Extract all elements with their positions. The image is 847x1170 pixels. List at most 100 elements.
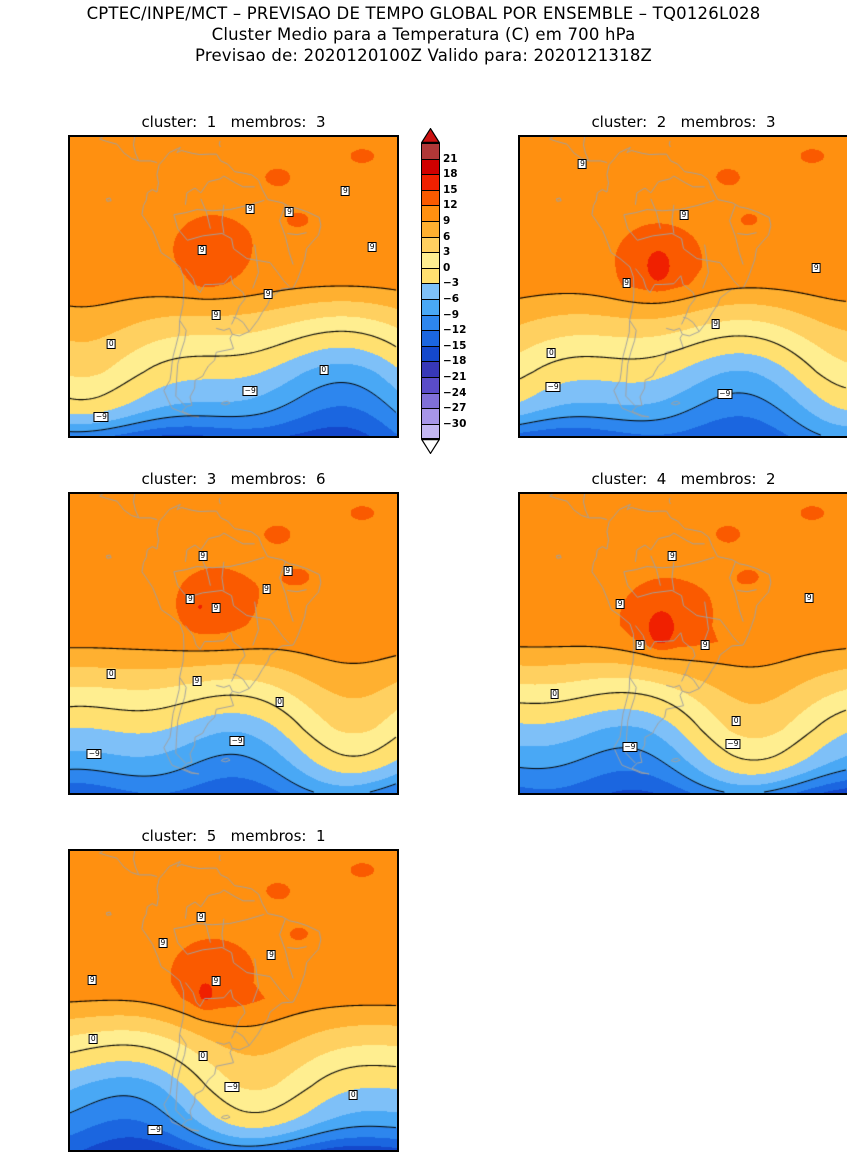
x-axis-tick: 60W [665, 436, 686, 438]
y-axis-tick: 15S [518, 253, 520, 263]
x-axis-tick: 90W [548, 793, 569, 795]
y-axis-tick: 45S [68, 374, 70, 384]
y-axis-tick: 35S [68, 1048, 70, 1058]
y-axis-tick: EQ [70, 911, 71, 913]
x-axis-tick: 50W [254, 793, 275, 795]
contour-label: 9 [87, 975, 97, 986]
colorbar-tick-label: 6 [443, 230, 451, 243]
x-axis-tick: 20W [371, 793, 392, 795]
y-axis-tick: 10N [518, 509, 520, 519]
x-axis-tick: 50W [254, 1150, 275, 1152]
y-axis-tick: 5N [70, 534, 71, 536]
temperature-field-cluster-4 [520, 494, 847, 793]
y-axis-tick: EQ [70, 197, 71, 199]
colorbar-extend-max-arrow [420, 127, 441, 143]
colorbar-tick-label: 0 [443, 261, 451, 274]
y-axis-tick: 20S [68, 987, 70, 997]
x-axis-tick: 40W [293, 436, 314, 438]
contour-label: 9 [679, 210, 689, 221]
y-axis-tick: 10N [518, 152, 520, 162]
x-axis-tick: 70W [626, 793, 647, 795]
contour-label: 9 [185, 594, 195, 605]
y-axis-tick: 5S [520, 574, 521, 576]
y-axis-tick: 40S [68, 354, 70, 364]
y-axis-tick: 15N [68, 492, 70, 499]
y-axis-tick: 55S [518, 415, 520, 425]
y-axis-tick: 45S [518, 374, 520, 384]
x-axis-tick: 70W [176, 436, 197, 438]
y-axis-tick: 20S [518, 273, 520, 283]
colorbar-tick-label: −18 [443, 355, 467, 368]
y-axis-tick: 25S [68, 1008, 70, 1018]
colorbar-band [421, 158, 440, 175]
y-axis-tick: 20S [68, 273, 70, 283]
x-axis-tick: 30W [332, 793, 353, 795]
cluster-panel-3: cluster: 3 membros: 6 9 9 9 9 9 0 9 0 −9 −9 15N 10N 5… [36, 470, 399, 813]
colorbar-band [421, 376, 440, 393]
colorbar-band [421, 345, 440, 362]
y-axis-tick: 10N [68, 152, 70, 162]
contour-label: 9 [197, 245, 207, 256]
y-axis-tick: 55S [68, 1129, 70, 1139]
panel-title-cluster-3: cluster: 3 membros: 6 [141, 470, 326, 488]
colorbar-band [421, 267, 440, 284]
contour-label: 9 [578, 158, 587, 169]
colorbar-band [421, 408, 440, 424]
x-axis-tick: 50W [254, 436, 275, 438]
x-axis-tick: 60W [215, 793, 236, 795]
colorbar-band [421, 236, 440, 253]
y-axis-tick: 40S [68, 711, 70, 721]
plot-area-cluster-1: 9 9 9 9 9 9 9 0 0 −9 −9 15N 10N 5N EQ 5S 10S 15S 20S 25S 30S… [68, 135, 399, 438]
contour-label: 9 [711, 318, 720, 329]
colorbar-band [421, 298, 440, 315]
contour-label: 9 [622, 278, 632, 289]
contour-label: 9 [263, 288, 273, 299]
header-line-1: CPTEC/INPE/MCT – PREVISAO DE TEMPO GLOBA… [86, 4, 761, 23]
colorbar-band [421, 252, 440, 268]
x-axis-tick: 100W [518, 436, 534, 438]
contour-label: −9 [717, 388, 733, 399]
contour-label: −9 [622, 741, 638, 752]
colorbar-band [421, 361, 440, 377]
x-axis-tick: 60W [665, 793, 686, 795]
y-axis-tick: 30S [68, 1028, 70, 1038]
contour-label: −9 [545, 381, 561, 392]
x-axis-tick: 30W [332, 1150, 353, 1152]
y-axis-tick: 5N [520, 534, 521, 536]
y-axis-tick: EQ [520, 197, 521, 199]
x-axis-tick: 70W [176, 793, 197, 795]
chart-header: CPTEC/INPE/MCT – PREVISAO DE TEMPO GLOBA… [0, 0, 847, 66]
contour-label: 9 [340, 186, 350, 197]
contour-label: 0 [275, 696, 285, 707]
x-axis-tick: 80W [137, 1150, 158, 1152]
y-axis-tick: 55S [68, 415, 70, 425]
contour-label: 9 [635, 639, 645, 650]
x-axis-tick: 90W [98, 436, 119, 438]
x-axis-tick: 50W [704, 436, 725, 438]
colorbar-band [421, 205, 440, 221]
x-axis-tick: 20W [821, 436, 842, 438]
contour-label: 9 [196, 912, 206, 923]
y-axis-tick: 55S [518, 772, 520, 782]
y-axis-tick: 40S [518, 711, 520, 721]
plot-area-cluster-4: 9 9 9 9 9 0 0 −9 −9 15N 10N 5N EQ 5S 10S 15S 20S 25S 30S 35… [518, 492, 847, 795]
y-axis-tick: 45S [68, 731, 70, 741]
x-axis-tick: 70W [626, 436, 647, 438]
y-axis-tick: 10N [68, 509, 70, 519]
y-axis-tick: 10S [518, 590, 520, 600]
contour-label: −9 [147, 1124, 163, 1135]
colorbar-band [421, 174, 440, 190]
contour-label: 9 [262, 583, 271, 594]
y-axis-tick: 35S [518, 691, 520, 701]
contour-label: −9 [725, 739, 741, 750]
x-axis-tick: 40W [743, 436, 764, 438]
x-axis-tick: 70W [176, 1150, 197, 1152]
x-axis-tick: 80W [137, 793, 158, 795]
contour-label: 9 [811, 262, 821, 273]
contour-label: 9 [615, 598, 625, 609]
colorbar-band [421, 189, 440, 206]
header-line-2: Cluster Medio para a Temperatura (C) em … [211, 25, 636, 44]
x-axis-tick: 20W [821, 793, 842, 795]
colorbar-band [421, 143, 440, 159]
y-axis-tick: 15S [68, 967, 70, 977]
